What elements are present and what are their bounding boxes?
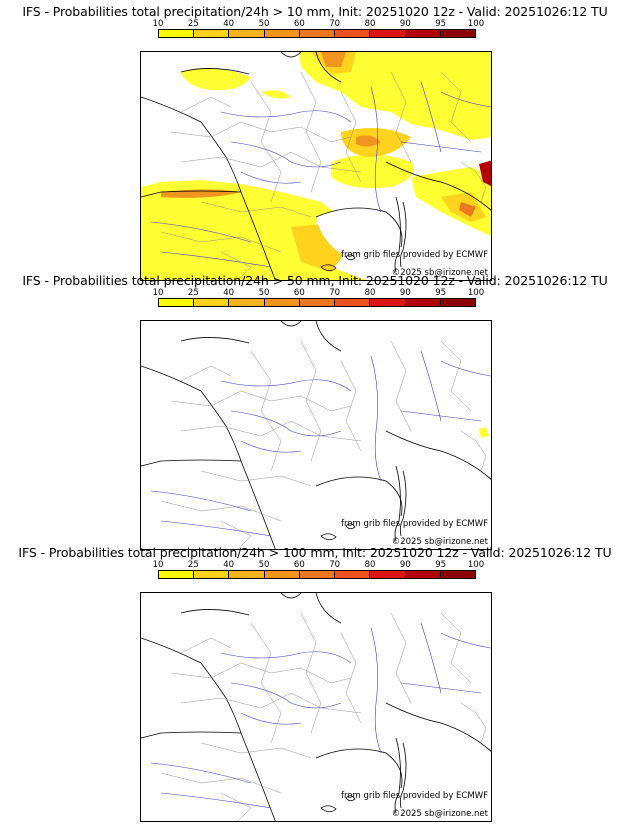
colorbar-tick-label: 10 (152, 288, 164, 298)
colorbar-tick-label: 70 (329, 19, 341, 29)
colorbar-tick-label: 40 (223, 19, 235, 29)
copyright: ©2025 sb@irizone.net (391, 537, 488, 547)
colorbar-tick-label: 10 (152, 560, 164, 570)
colorbar-tick-label: 60 (293, 19, 305, 29)
colorbar-segment (159, 30, 195, 37)
colorbar-tick-label: 25 (187, 288, 199, 298)
colorbar-segment (405, 299, 441, 306)
colorbar-segment (370, 30, 406, 37)
source-credit: from grib files provided by ECMWF (341, 791, 488, 801)
colorbar-tick-label: 10 (152, 19, 164, 29)
colorbar-tick-label: 90 (399, 288, 411, 298)
colorbar-tick-label: 100 (467, 560, 485, 570)
colorbar-ticks: 10 25 40 50 60 70 80 90 95 100 (153, 288, 485, 298)
colorbar-segment (159, 299, 195, 306)
colorbar-segment (370, 299, 406, 306)
colorbar-segment (440, 30, 475, 37)
colorbar-segment (335, 30, 371, 37)
precipitation-map (141, 593, 491, 821)
panel-title: IFS - Probabilities total precipitation/… (22, 273, 608, 288)
colorbar-segment (264, 299, 300, 306)
colorbar-tick-label: 90 (399, 19, 411, 29)
colorbar-segment (264, 30, 300, 37)
colorbar-tick-label: 100 (467, 288, 485, 298)
rivers (150, 81, 491, 268)
colorbar-tick-label: 50 (258, 19, 270, 29)
map-frame: from grib files provided by ECMWF ©2025 … (140, 51, 492, 281)
panel-50mm: IFS - Probabilities total precipitation/… (0, 273, 630, 550)
colorbar-tick-label: 50 (258, 288, 270, 298)
probability-shading (479, 427, 489, 438)
source-credit: from grib files provided by ECMWF (341, 519, 488, 529)
colorbar-segment (405, 571, 441, 578)
colorbar-segment (405, 30, 441, 37)
copyright: ©2025 sb@irizone.net (391, 268, 488, 278)
precipitation-map (141, 52, 491, 280)
colorbar-tick-label: 95 (435, 19, 447, 29)
colorbar-segment (299, 571, 336, 578)
colorbar-segment (370, 571, 406, 578)
colorbar-segment (229, 30, 265, 37)
panel-10mm: IFS - Probabilities total precipitation/… (0, 4, 630, 281)
colorbar-tick-label: 60 (293, 288, 305, 298)
colorbar-tick-label: 95 (435, 560, 447, 570)
probability-shading (141, 52, 491, 280)
colorbar-tick-label: 80 (364, 560, 376, 570)
colorbar (158, 29, 476, 38)
colorbar-segment (264, 571, 300, 578)
colorbar-segment (440, 299, 475, 306)
colorbar (158, 570, 476, 579)
colorbar-segment (194, 571, 230, 578)
admin-borders (160, 612, 487, 821)
colorbar-tick-label: 70 (329, 560, 341, 570)
colorbar-tick-label: 40 (223, 560, 235, 570)
coastlines (141, 52, 491, 280)
colorbar-tick-label: 95 (435, 288, 447, 298)
colorbar-tick-label: 70 (329, 288, 341, 298)
colorbar (158, 298, 476, 307)
copyright: ©2025 sb@irizone.net (391, 809, 488, 819)
admin-borders (160, 71, 487, 280)
colorbar-tick-label: 90 (399, 560, 411, 570)
colorbar-ticks: 10 25 40 50 60 70 80 90 95 100 (153, 560, 485, 570)
panel-100mm: IFS - Probabilities total precipitation/… (0, 545, 630, 822)
precipitation-map (141, 321, 491, 549)
colorbar-segment (440, 571, 475, 578)
colorbar-ticks: 10 25 40 50 60 70 80 90 95 100 (153, 19, 485, 29)
map-frame: from grib files provided by ECMWF ©2025 … (140, 320, 492, 550)
colorbar-tick-label: 40 (223, 288, 235, 298)
colorbar-tick-label: 25 (187, 19, 199, 29)
rivers (150, 350, 491, 537)
map-frame: from grib files provided by ECMWF ©2025 … (140, 592, 492, 822)
colorbar-segment (194, 299, 230, 306)
colorbar-tick-label: 50 (258, 560, 270, 570)
colorbar-tick-label: 60 (293, 560, 305, 570)
colorbar-tick-label: 80 (364, 288, 376, 298)
colorbar-tick-label: 100 (467, 19, 485, 29)
colorbar-tick-label: 80 (364, 19, 376, 29)
colorbar-segment (299, 299, 336, 306)
colorbar-segment (229, 299, 265, 306)
panel-title: IFS - Probabilities total precipitation/… (18, 545, 612, 560)
rivers (150, 622, 491, 809)
colorbar-segment (299, 30, 336, 37)
colorbar-segment (159, 571, 195, 578)
admin-borders (160, 340, 487, 549)
colorbar-tick-label: 25 (187, 560, 199, 570)
colorbar-segment (194, 30, 230, 37)
coastlines (141, 321, 491, 549)
panel-title: IFS - Probabilities total precipitation/… (22, 4, 608, 19)
colorbar-segment (335, 571, 371, 578)
coastlines (141, 593, 491, 821)
colorbar-segment (229, 571, 265, 578)
source-credit: from grib files provided by ECMWF (341, 250, 488, 260)
colorbar-segment (335, 299, 371, 306)
